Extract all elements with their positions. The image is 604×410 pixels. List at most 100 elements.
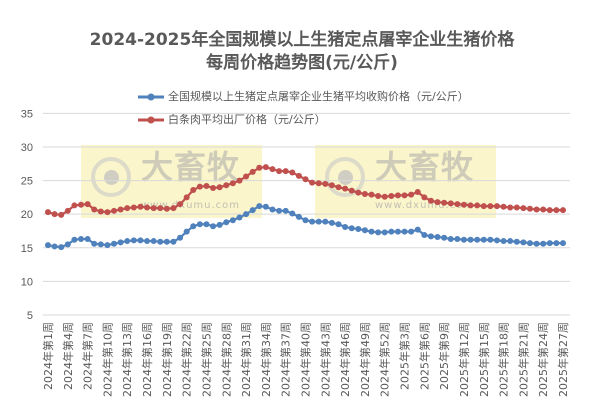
data-point-0 <box>203 221 210 228</box>
watermark-brand: 大畜牧 <box>375 148 475 186</box>
data-point-1 <box>163 205 170 212</box>
data-point-0 <box>560 240 566 247</box>
data-point-1 <box>104 209 111 216</box>
data-point-1 <box>348 187 355 194</box>
x-tick-label: 2024年第34周 <box>259 322 273 397</box>
data-point-1 <box>480 203 487 210</box>
watermark-1: 大畜牧 www.dxumu.com <box>81 145 262 218</box>
data-point-1 <box>513 204 520 211</box>
data-point-0 <box>414 226 421 233</box>
data-point-0 <box>315 218 322 225</box>
data-point-0 <box>157 238 164 245</box>
data-point-0 <box>388 228 395 235</box>
data-point-0 <box>190 223 197 230</box>
data-point-1 <box>130 204 137 211</box>
data-point-1 <box>381 193 388 200</box>
data-point-1 <box>408 191 415 198</box>
data-point-1 <box>546 207 553 214</box>
data-point-1 <box>276 168 283 175</box>
data-point-0 <box>500 238 507 245</box>
data-point-0 <box>91 240 98 247</box>
legend-label: 白条肉平均出厂价格（元/公斤） <box>168 113 326 126</box>
data-point-0 <box>150 238 157 245</box>
x-tick-label: 2025年第6周 <box>417 322 431 390</box>
data-point-1 <box>507 204 514 211</box>
y-tick-label: 30 <box>21 142 33 154</box>
data-point-1 <box>441 199 448 206</box>
data-point-1 <box>203 182 210 189</box>
data-point-1 <box>170 205 177 212</box>
x-tick-label: 2024年第46周 <box>338 322 352 397</box>
data-point-0 <box>342 223 349 230</box>
data-point-0 <box>130 237 137 244</box>
data-point-0 <box>289 210 296 217</box>
data-point-1 <box>51 211 58 218</box>
data-point-0 <box>223 219 230 226</box>
data-point-1 <box>262 164 269 171</box>
data-point-1 <box>58 211 65 218</box>
data-point-0 <box>533 240 540 247</box>
data-point-0 <box>401 228 408 235</box>
data-point-0 <box>117 239 124 246</box>
data-point-1 <box>91 206 98 213</box>
x-tick-label: 2025年第21周 <box>516 322 530 397</box>
data-point-1 <box>414 188 421 195</box>
data-point-1 <box>183 194 190 201</box>
data-point-1 <box>144 204 151 211</box>
data-point-1 <box>526 205 533 212</box>
data-point-1 <box>467 202 474 209</box>
watermark-brand: 大畜牧 <box>141 148 241 186</box>
watermark-logo-icon <box>325 157 365 197</box>
x-tick-label: 2024年第31周 <box>239 322 253 397</box>
data-point-0 <box>71 236 78 243</box>
data-point-0 <box>170 238 177 245</box>
data-point-1 <box>427 197 434 204</box>
data-point-0 <box>256 203 263 210</box>
data-point-1 <box>97 208 104 215</box>
y-tick-label: 35 <box>21 108 33 120</box>
data-point-1 <box>190 186 197 193</box>
data-point-1 <box>295 172 302 179</box>
data-point-1 <box>474 202 481 209</box>
data-point-0 <box>381 229 388 236</box>
x-tick-label: 2024年第28周 <box>219 322 233 397</box>
data-point-1 <box>216 184 223 191</box>
data-point-0 <box>493 237 500 244</box>
data-point-0 <box>507 238 514 245</box>
data-point-0 <box>295 213 302 220</box>
data-point-1 <box>315 180 322 187</box>
data-point-0 <box>526 240 533 247</box>
data-point-0 <box>276 207 283 214</box>
data-point-0 <box>513 238 520 245</box>
y-tick-label: 25 <box>21 176 33 188</box>
data-point-1 <box>322 180 329 187</box>
data-point-0 <box>262 203 269 210</box>
legend-marker-blue <box>138 93 164 101</box>
data-point-1 <box>45 209 51 216</box>
x-tick-label: 2024年第1周 <box>41 322 55 390</box>
data-point-0 <box>447 236 454 243</box>
x-tick-label: 2024年第16周 <box>140 322 154 397</box>
data-point-1 <box>533 206 540 213</box>
x-tick-label: 2025年第27周 <box>556 322 570 397</box>
data-point-0 <box>51 243 58 250</box>
data-point-0 <box>434 234 441 241</box>
data-point-0 <box>183 228 190 235</box>
x-tick-label: 2024年第43周 <box>318 322 332 397</box>
x-tick-label: 2024年第19周 <box>160 322 174 397</box>
data-point-0 <box>216 221 223 228</box>
chart-title-line-2: 每周价格趋势图(元/公斤) <box>206 53 398 73</box>
x-tick-label: 2024年第52周 <box>378 322 392 397</box>
data-point-0 <box>58 244 65 251</box>
data-point-0 <box>375 229 382 236</box>
data-point-0 <box>124 238 131 245</box>
data-point-0 <box>361 227 368 234</box>
watermark-url: www.dxumu.com <box>141 200 241 211</box>
data-point-0 <box>335 221 342 228</box>
data-point-1 <box>71 202 78 209</box>
x-tick-label: 2024年第40周 <box>299 322 313 397</box>
data-point-1 <box>460 201 467 208</box>
data-point-1 <box>454 201 461 208</box>
data-point-1 <box>553 207 560 214</box>
